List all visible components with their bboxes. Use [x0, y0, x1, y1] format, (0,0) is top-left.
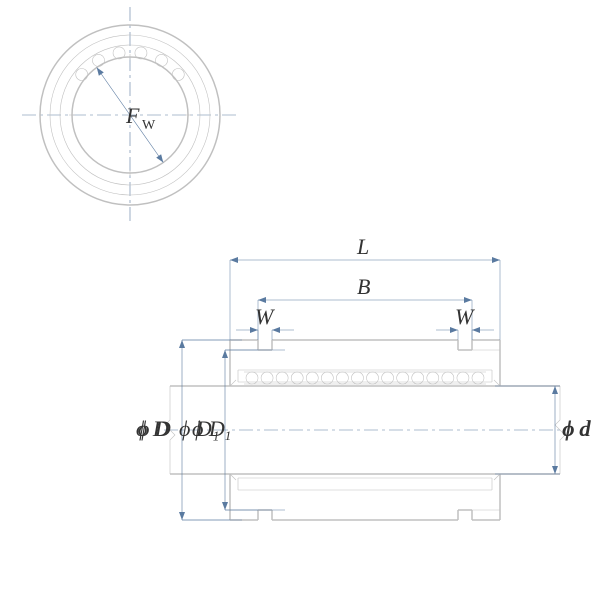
svg-text:ϕ D1: ϕ D1	[192, 416, 231, 443]
svg-text:L: L	[356, 234, 369, 259]
svg-text:F: F	[125, 103, 140, 128]
svg-text:ϕ D: ϕ D	[138, 416, 171, 441]
svg-text:ϕ d: ϕ d	[562, 416, 591, 441]
svg-text:W: W	[142, 118, 156, 133]
svg-text:W: W	[455, 304, 475, 329]
svg-text:B: B	[357, 274, 370, 299]
svg-text:W: W	[255, 304, 275, 329]
